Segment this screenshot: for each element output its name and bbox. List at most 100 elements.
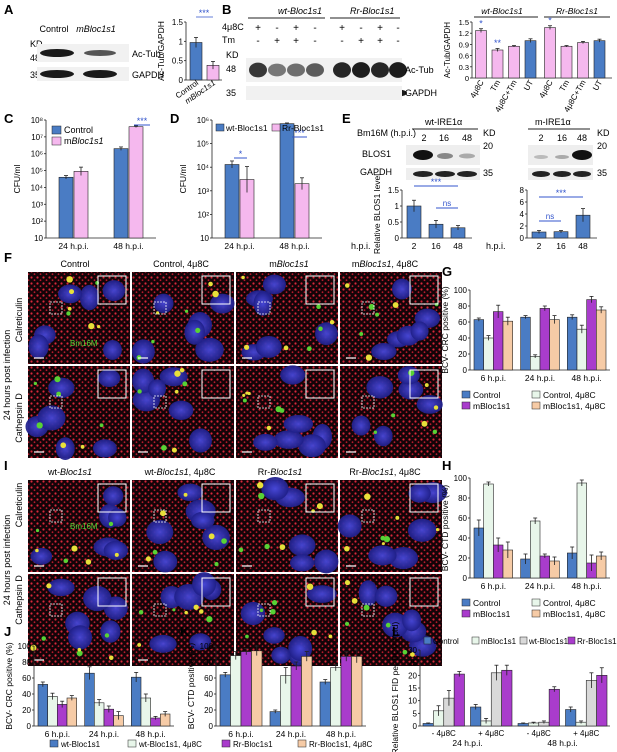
y-tick-label: 25 [408, 659, 417, 668]
nucleus [100, 620, 121, 643]
bacteria [244, 344, 250, 350]
x-tick-label: UT [522, 78, 535, 92]
group-label: wt-Bloc1s1 [481, 6, 523, 16]
nucleus [358, 580, 378, 607]
left-title: wt-IRE1α [424, 117, 462, 127]
m20-right: 20 [597, 141, 607, 151]
nucleus [289, 554, 315, 572]
y-tick-label: 80 [22, 658, 31, 667]
bacteria [421, 420, 428, 427]
bar [219, 674, 231, 727]
bacteria [156, 311, 160, 315]
roi-box [153, 301, 167, 315]
y-tick-label: 40 [22, 690, 31, 699]
panel-e-letter: E [342, 111, 351, 126]
y-tick-label: 100 [454, 286, 468, 295]
bacteria [344, 545, 350, 552]
i-stain-label: Bm16M [70, 522, 98, 531]
nucleus [149, 634, 177, 653]
bacteria [174, 370, 181, 377]
legend-swatch [461, 598, 471, 607]
bacteria [109, 655, 114, 661]
legend-swatch [221, 739, 231, 748]
y-tick-label: 60 [204, 674, 213, 683]
y-axis-label: BCV- CRC positive (%) [4, 642, 14, 730]
micrographs-f [25, 272, 443, 461]
nucleus [153, 293, 174, 314]
y-tick-label: 20 [204, 706, 213, 715]
bar [330, 667, 342, 727]
row-tm: Tm [222, 35, 235, 45]
bacteria [266, 425, 272, 431]
y-tick-label: 40 [204, 690, 213, 699]
band-e-r3 [572, 150, 592, 160]
panel-b-letter: B [222, 2, 231, 17]
bacteria [375, 312, 380, 317]
y-tick-label: 80 [204, 658, 213, 667]
bacteria [247, 391, 251, 396]
band-e-l3 [459, 153, 475, 159]
sign-tm: + [358, 36, 364, 47]
y-tick-label: 0.6 [459, 52, 469, 61]
bar [351, 656, 363, 727]
legend-swatch [461, 609, 471, 618]
bacteria [80, 444, 85, 449]
bar [549, 319, 560, 371]
group-wt-label: wt-Bloc1s1 [278, 6, 322, 16]
sign-tm: - [340, 36, 343, 47]
y-tick-label: 10 [408, 697, 417, 706]
inset-box [409, 483, 439, 513]
actub-band [268, 63, 286, 77]
y-tick-label: 0.9 [459, 40, 469, 49]
x-tick-label: Tm [489, 78, 503, 93]
f-stain-label: Bm16M [70, 339, 98, 348]
bacteria [30, 644, 37, 651]
bar [224, 164, 240, 239]
roi-box [361, 509, 375, 523]
bacteria [245, 634, 249, 639]
x-tick-label: - 4μ8C [527, 729, 551, 738]
bacteria [256, 482, 264, 489]
sig-label: *** [137, 116, 148, 126]
y-tick-label: 60 [22, 674, 31, 683]
inset-box [201, 275, 231, 305]
bacteria [35, 548, 39, 553]
inset-box [409, 275, 439, 305]
nucleus [407, 518, 437, 542]
sign-tm: + [274, 36, 280, 47]
sign-u48c: + [293, 23, 299, 34]
bar [502, 320, 513, 371]
nucleus [402, 609, 422, 632]
kd-e-right: KD [597, 128, 610, 138]
bacteria [33, 381, 38, 386]
bar [567, 316, 578, 371]
panel-f: F Control Control, 4μ8C mBloc1s1 mBloc1s… [2, 250, 443, 461]
bar [577, 42, 589, 79]
marker-48: 48 [30, 53, 40, 63]
bacteria [71, 545, 78, 552]
nucleus [153, 550, 178, 573]
y-tick-label: 10 [200, 234, 209, 243]
panel-a: A KD 48 35 Control mBloc1s1 Ac-Tub GAPDH… [4, 2, 222, 106]
bar [586, 299, 597, 371]
bacteria [183, 492, 188, 497]
bacteria [54, 376, 61, 383]
panel-k-letter: K [180, 624, 190, 639]
x-tick-label: UT [591, 78, 604, 92]
legend-swatch [49, 739, 59, 748]
band-e-r4 [532, 171, 550, 177]
right-lane-16: 16 [557, 133, 567, 143]
bacteria [368, 303, 375, 310]
y-tick-label: 0 [395, 234, 400, 243]
nucleus [148, 379, 167, 399]
nucleus [255, 335, 282, 358]
panel-d-letter: D [170, 111, 179, 126]
bar [596, 309, 607, 371]
bar [560, 45, 573, 79]
sig-label: * [239, 149, 243, 159]
y-tick-label: 1.2 [459, 29, 469, 38]
bacteria [410, 652, 415, 657]
chart-b: 0 0.3 0.6 0.9 1.2 1.5 Ac-Tub/GAPDH wt-Bloc1s1 Rr… [443, 6, 612, 114]
panel-e: E Bm16M (h.p.i.) wt-IRE1α m-IRE1α 2 16 4… [342, 111, 610, 254]
